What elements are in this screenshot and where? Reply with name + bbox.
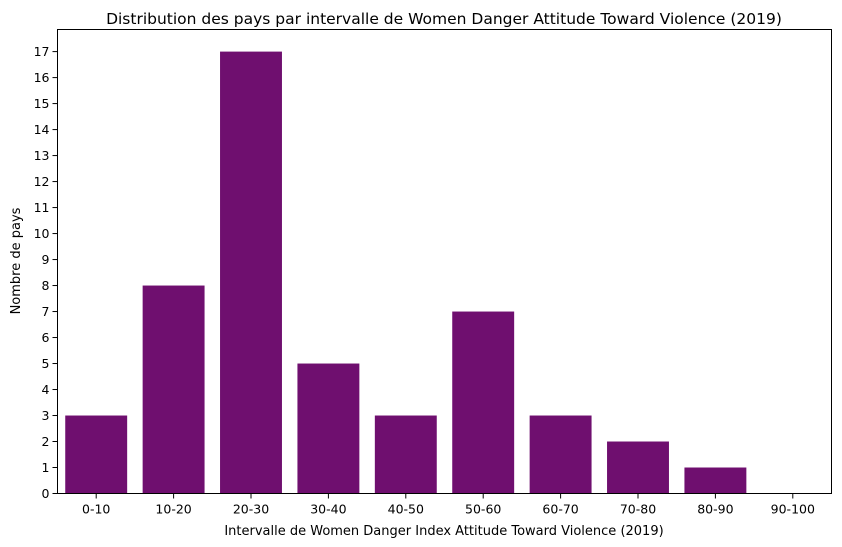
- bar-40-50: [374, 415, 437, 494]
- bar-50-60: [452, 311, 515, 494]
- y-tick-label: 13: [34, 148, 50, 163]
- bar-10-20: [142, 285, 205, 494]
- x-tick-label: 90-100: [771, 502, 815, 517]
- y-tick-label: 5: [42, 356, 50, 371]
- y-tick-label: 6: [42, 330, 50, 345]
- bar-30-40: [297, 363, 360, 494]
- plot-frame: [57, 29, 832, 494]
- y-tick-label: 4: [42, 382, 50, 397]
- y-tick-label: 17: [34, 44, 50, 59]
- y-tick-label: 9: [42, 252, 50, 267]
- x-axis: 0-10 10-20 20-30 30-40 40-50 50-60 60-70 70-80 8…: [82, 493, 815, 517]
- x-tick-label: 20-30: [233, 502, 269, 517]
- y-tick-label: 0: [42, 486, 50, 501]
- bar-0-10: [65, 415, 128, 494]
- bars-group: [65, 51, 747, 494]
- x-tick-label: 30-40: [310, 502, 346, 517]
- y-tick-label: 7: [42, 304, 50, 319]
- bar-80-90: [684, 467, 747, 494]
- x-tick-label: 60-70: [542, 502, 578, 517]
- x-tick-label: 70-80: [620, 502, 656, 517]
- x-axis-label: Intervalle de Women Danger Index Attitud…: [224, 524, 663, 539]
- bar-70-80: [607, 441, 669, 494]
- y-tick-label: 8: [42, 278, 50, 293]
- y-tick-label: 12: [34, 174, 50, 189]
- y-tick-label: 11: [34, 200, 50, 215]
- bar-20-30: [220, 51, 282, 494]
- y-tick-label: 1: [42, 460, 50, 475]
- y-tick-label: 15: [34, 96, 50, 111]
- chart-title: Distribution des pays par intervalle de …: [106, 10, 782, 28]
- y-tick-label: 16: [34, 70, 50, 85]
- x-tick-label: 80-90: [697, 502, 733, 517]
- y-tick-label: 2: [42, 434, 50, 449]
- x-tick-label: 40-50: [388, 502, 424, 517]
- y-axis-label: Nombre de pays: [9, 207, 24, 314]
- y-tick-label: 3: [42, 408, 50, 423]
- bar-60-70: [529, 415, 592, 494]
- y-tick-label: 14: [34, 122, 50, 137]
- x-tick-label: 10-20: [155, 502, 191, 517]
- x-tick-label: 0-10: [82, 502, 110, 517]
- y-tick-label: 10: [34, 226, 50, 241]
- x-tick-label: 50-60: [465, 502, 501, 517]
